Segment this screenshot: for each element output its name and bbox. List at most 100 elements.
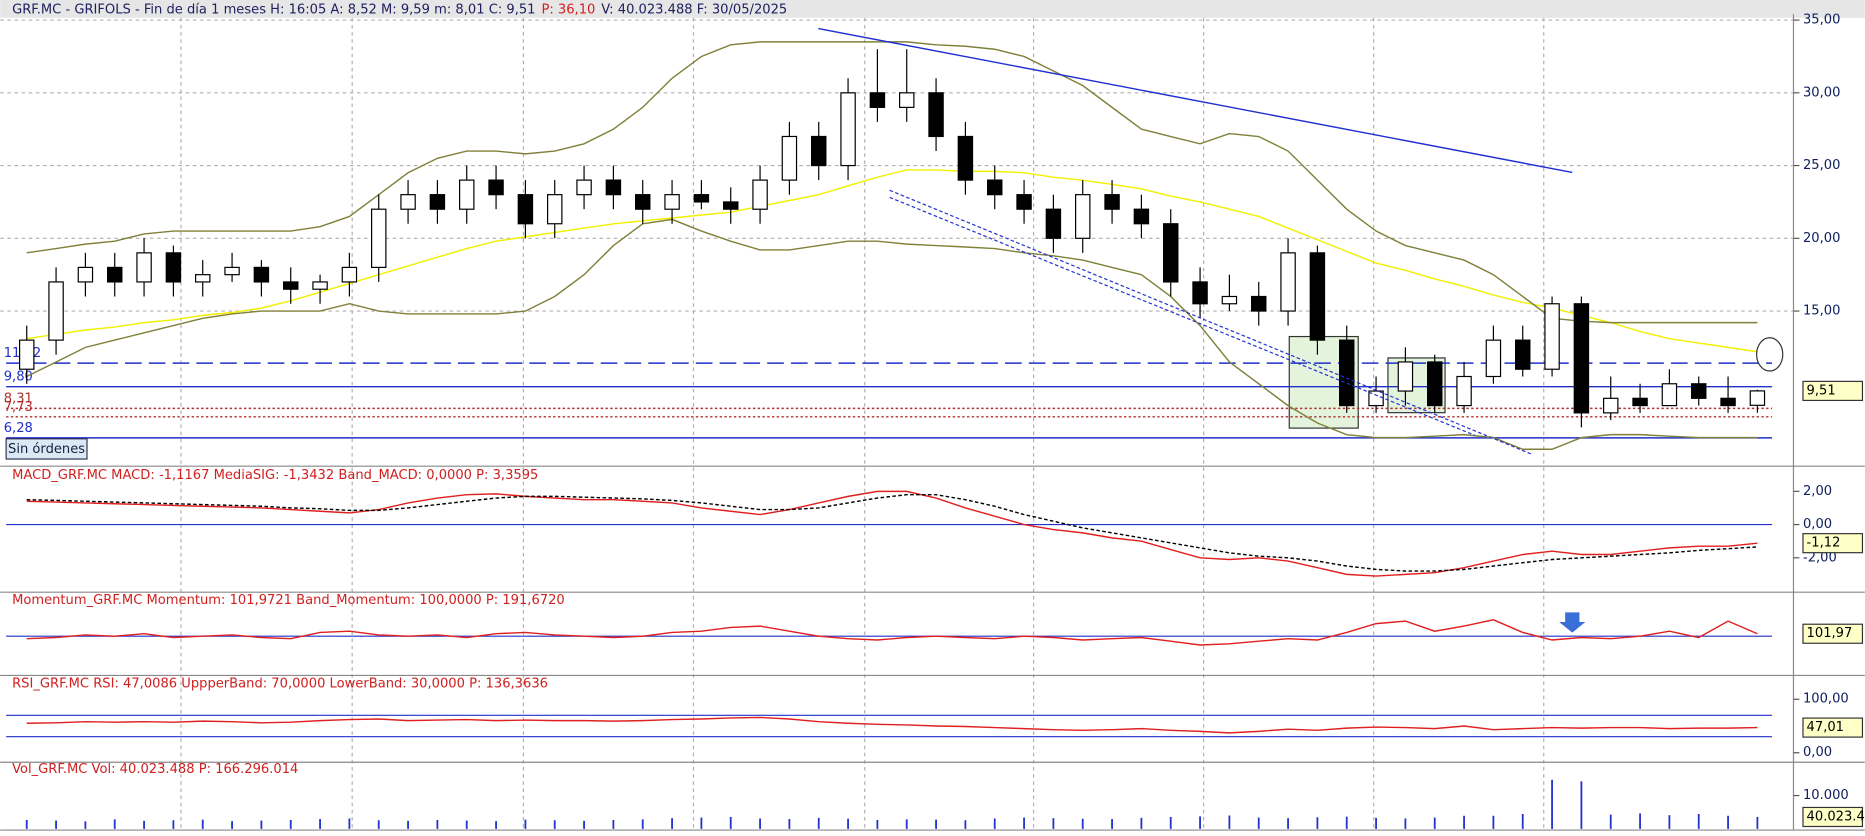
level-label: 9,80	[4, 370, 33, 385]
candle-body	[1280, 252, 1296, 312]
pane-separators	[0, 14, 1865, 831]
candle-body	[664, 194, 680, 210]
series-line	[26, 493, 1758, 572]
candle-body	[1691, 383, 1707, 399]
candle-body	[752, 179, 768, 210]
channel-line	[889, 189, 1533, 455]
last-value-label: 40.023.4	[1807, 809, 1865, 824]
candle-body	[899, 92, 915, 108]
candle-body	[77, 266, 94, 283]
last-value-label: 101,97	[1807, 626, 1853, 641]
candle-body	[1016, 194, 1032, 210]
candle-body	[1397, 361, 1414, 392]
series-line	[26, 716, 1758, 734]
last-value-label: -1,12	[1807, 536, 1841, 551]
pane-title: Vol_GRF.MC Vol: 40.023.488 P: 166.296.01…	[12, 762, 298, 777]
series-line	[26, 490, 1758, 577]
candle-body	[48, 281, 64, 341]
candle-body	[1104, 194, 1120, 210]
candle-body	[1133, 208, 1150, 225]
candle-body	[1251, 295, 1267, 312]
channel-line	[889, 196, 1475, 436]
series-line	[26, 169, 1758, 353]
candle-body	[635, 194, 651, 210]
arrow-mark	[1559, 612, 1586, 633]
y-tick-label: 0,00	[1803, 517, 1832, 532]
candle-body	[987, 179, 1003, 196]
header-bar	[0, 0, 1865, 18]
circle-mark	[1756, 337, 1784, 372]
candle-body	[195, 274, 211, 283]
candle-body	[957, 135, 974, 181]
candle-body	[341, 266, 358, 283]
orders-button[interactable]	[5, 438, 88, 460]
candle-body	[1368, 390, 1384, 407]
candle-body	[429, 194, 446, 210]
candle-body	[283, 281, 299, 290]
y-tick-label: 0,00	[1803, 745, 1832, 760]
candle-body	[1456, 375, 1472, 407]
candle-body	[1515, 339, 1531, 370]
y-tick-label: 100,00	[1803, 692, 1849, 707]
candle-body	[1544, 303, 1560, 370]
candle-body	[576, 179, 592, 196]
candle-body	[1309, 252, 1326, 341]
level-label: 8,31	[4, 391, 33, 406]
candle-body	[165, 252, 182, 283]
candle-body	[1573, 303, 1590, 414]
last-value-box	[1802, 533, 1864, 554]
candle-body	[1075, 194, 1091, 239]
candle-body	[840, 92, 856, 167]
header-p: P: 36,10	[541, 2, 595, 17]
candle-body	[400, 194, 416, 210]
candle-body	[1163, 223, 1179, 283]
last-value-box	[1802, 380, 1864, 402]
level-label: 7,73	[4, 400, 33, 415]
trendline	[818, 27, 1573, 174]
candle-body	[459, 179, 475, 210]
candle-body	[517, 194, 534, 225]
candle-body	[811, 135, 827, 167]
candle-body	[1427, 361, 1443, 407]
y-tick-label: 25,00	[1803, 158, 1840, 173]
candle-body	[693, 194, 710, 203]
candle-body	[1720, 397, 1736, 407]
candle-body	[869, 92, 886, 108]
candle-body	[605, 179, 622, 196]
candle-body	[1339, 339, 1355, 407]
pane-title: Momentum_GRF.MC Momentum: 101,9721 Band_…	[12, 593, 565, 608]
last-value-box	[1802, 717, 1864, 738]
candle-body	[781, 135, 798, 181]
level-label: 6,28	[4, 421, 33, 436]
y-tick-label: 30,00	[1803, 85, 1840, 100]
last-value-label: 9,51	[1807, 383, 1836, 398]
candle-body	[1192, 281, 1208, 305]
header-main: GRF.MC - GRIFOLS - Fin de día 1 meses H:…	[12, 2, 535, 17]
y-tick-label: 20,00	[1803, 231, 1840, 246]
candle-body	[312, 281, 328, 290]
header: GRF.MC - GRIFOLS - Fin de día 1 meses H:…	[12, 2, 787, 17]
candle-body	[1603, 397, 1619, 414]
candle-body	[253, 266, 270, 283]
candle-body	[488, 179, 504, 196]
y-tick-label: 10.000	[1803, 788, 1849, 803]
candle-body	[1221, 295, 1238, 305]
candle-body	[1749, 390, 1766, 406]
y-tick-label: 35,00	[1803, 13, 1840, 28]
candle-body	[723, 201, 739, 210]
header-v: V: 40.023.488 F: 30/05/2025	[601, 2, 787, 17]
orders-button-label[interactable]: Sin órdenes	[8, 442, 85, 457]
candle-body	[136, 252, 152, 283]
candle-body	[107, 266, 123, 283]
series-line	[26, 41, 1758, 324]
last-value-box	[1802, 623, 1864, 644]
pane-title: MACD_GRF.MC MACD: -1,1167 MediaSIG: -1,3…	[12, 468, 538, 483]
candle-body	[19, 339, 35, 370]
y-tick-label: 15,00	[1803, 304, 1840, 319]
series-line	[26, 218, 1758, 450]
candle-body	[1045, 208, 1062, 239]
candle-body	[928, 92, 944, 138]
